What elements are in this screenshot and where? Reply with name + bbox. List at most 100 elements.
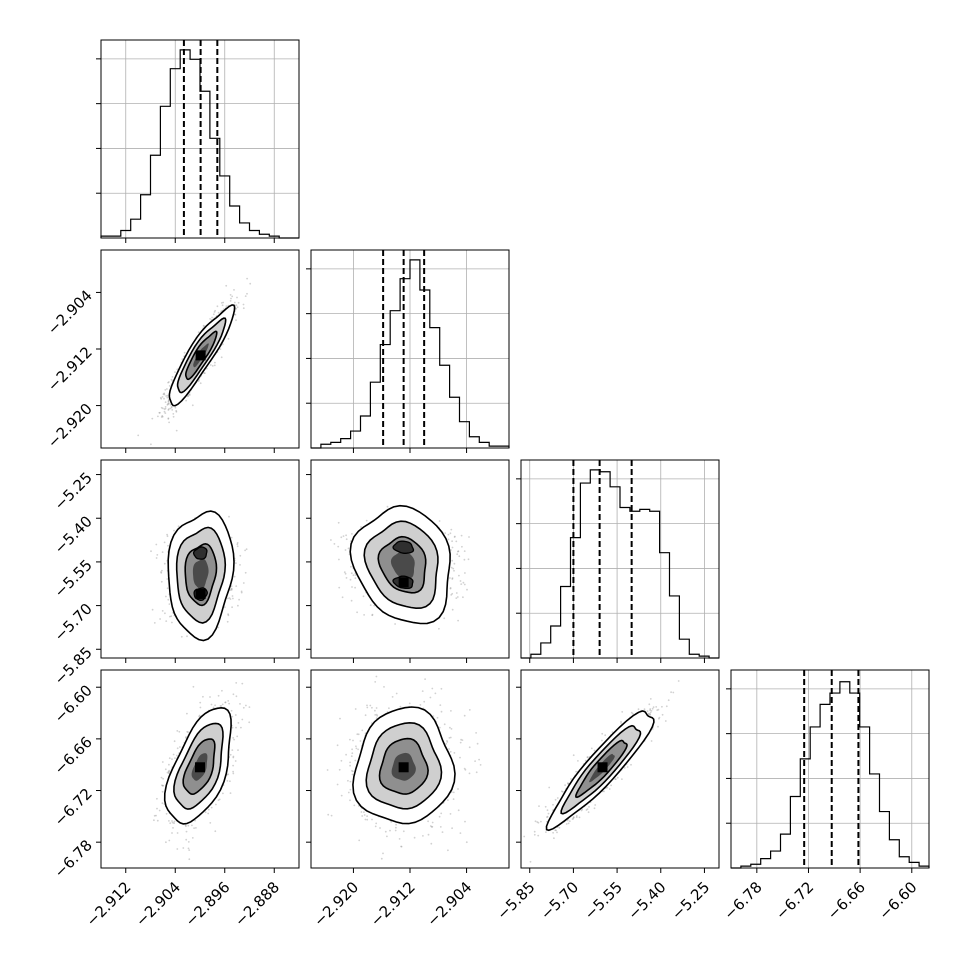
sample-point: [171, 832, 173, 834]
sample-point: [164, 412, 166, 414]
sample-point: [207, 813, 209, 815]
sample-point: [452, 568, 454, 570]
sample-point: [166, 578, 168, 580]
sample-point: [177, 747, 179, 749]
sample-point: [225, 285, 227, 287]
sample-point: [238, 722, 240, 724]
sample-point: [187, 395, 189, 397]
sample-point: [161, 581, 163, 583]
sample-point: [211, 704, 213, 706]
sample-point: [245, 705, 247, 707]
sample-point: [232, 737, 234, 739]
sample-point: [235, 319, 237, 321]
sample-point: [188, 858, 190, 860]
sample-point: [230, 754, 232, 756]
sample-point: [351, 533, 353, 535]
sample-point: [243, 707, 245, 709]
sample-point: [461, 546, 463, 548]
sample-point: [164, 563, 166, 565]
sample-point: [231, 537, 233, 539]
sample-point: [240, 727, 242, 729]
sample-point: [394, 623, 396, 625]
sample-point: [185, 400, 187, 402]
sample-point: [166, 388, 168, 390]
sample-point: [222, 302, 224, 304]
sample-point: [351, 600, 353, 602]
sample-point: [355, 577, 357, 579]
sample-point: [152, 609, 154, 611]
sample-point: [458, 550, 460, 552]
histogram-panel-0: [96, 40, 299, 238]
sample-point: [162, 396, 164, 398]
sample-point: [355, 574, 357, 576]
sample-point: [237, 542, 239, 544]
sample-point: [165, 401, 167, 403]
sample-point: [172, 376, 174, 378]
sample-point: [168, 764, 170, 766]
sample-point: [162, 802, 164, 804]
sample-point: [165, 408, 167, 410]
sample-point: [360, 526, 362, 528]
sample-point: [238, 599, 240, 601]
sample-point: [334, 543, 336, 545]
scatter-panel-0-3: [101, 670, 299, 868]
sample-point: [161, 570, 163, 572]
sample-point: [227, 780, 229, 782]
histogram-panel-1: [306, 250, 509, 448]
sample-point: [217, 305, 219, 307]
sample-point: [235, 314, 237, 316]
sample-point: [214, 830, 216, 832]
sample-point: [189, 394, 191, 396]
histogram-panel-2: [516, 460, 719, 658]
sample-point: [457, 596, 459, 598]
sample-point: [438, 628, 440, 630]
sample-point: [164, 394, 166, 396]
sample-point: [192, 837, 194, 839]
sample-point: [203, 325, 205, 327]
sample-point: [338, 522, 340, 524]
sample-point: [188, 849, 190, 851]
sample-point: [451, 560, 453, 562]
sample-point: [226, 305, 228, 307]
sample-point: [231, 589, 233, 591]
scatter-panel-0-1: [101, 250, 299, 448]
sample-point: [338, 587, 340, 589]
sample-point: [162, 408, 164, 410]
sample-point: [243, 582, 245, 584]
sample-point: [451, 540, 453, 542]
scatter-panel-0-2-mode-cell: [196, 589, 206, 599]
sample-point: [222, 304, 224, 306]
sample-point: [453, 570, 455, 572]
sample-point: [464, 550, 466, 552]
sample-point: [167, 545, 169, 547]
sample-point: [449, 577, 451, 579]
sample-point: [244, 550, 246, 552]
sample-point: [233, 739, 235, 741]
sample-point: [162, 785, 164, 787]
sample-point: [168, 422, 170, 424]
sample-point: [167, 587, 169, 589]
sample-point: [458, 575, 460, 577]
sample-point: [231, 296, 233, 298]
sample-point: [162, 778, 164, 780]
sample-point: [227, 598, 229, 600]
sample-point: [168, 401, 170, 403]
sample-point: [356, 611, 358, 613]
sample-point: [246, 278, 248, 280]
sample-point: [235, 760, 237, 762]
sample-point: [245, 572, 247, 574]
sample-point: [200, 382, 202, 384]
sample-point: [232, 765, 234, 767]
sample-point: [205, 811, 207, 813]
sample-point: [172, 822, 174, 824]
sample-point: [178, 731, 180, 733]
sample-point: [167, 599, 169, 601]
sample-point: [210, 364, 212, 366]
sample-point: [220, 348, 222, 350]
sample-point: [451, 593, 453, 595]
sample-point: [169, 603, 171, 605]
sample-point: [175, 410, 177, 412]
sample-point: [372, 614, 374, 616]
sample-point: [163, 398, 165, 400]
